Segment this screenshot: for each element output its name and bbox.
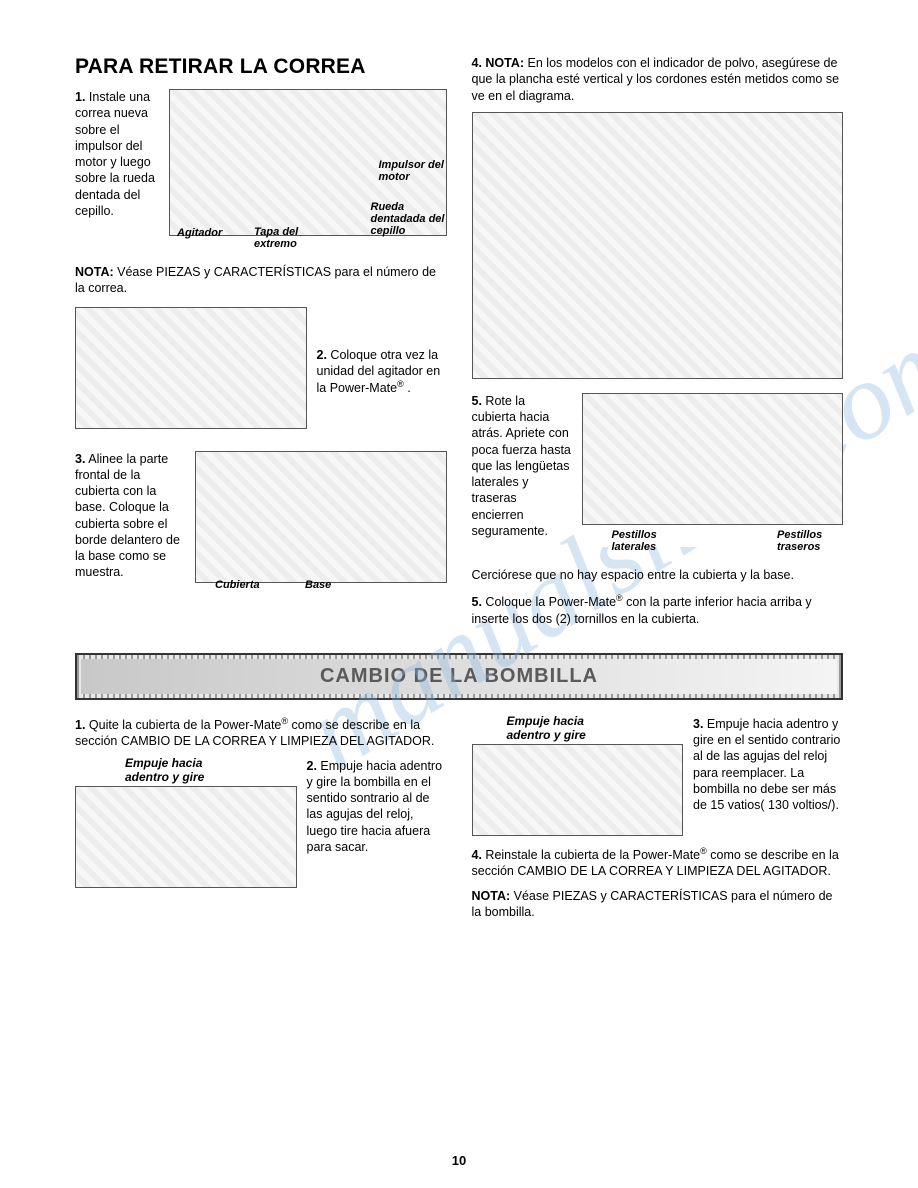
- step2-row: 2. Coloque otra vez la unidad del agitad…: [75, 307, 447, 429]
- step1-text: 1. Instale una correa nueva sobre el imp…: [75, 89, 159, 236]
- bl-fig-label: Empuje hacia adentro y gire: [125, 756, 235, 784]
- figure-3-art: [195, 451, 447, 583]
- manual-page: manualsline.com PARA RETIRAR LA CORREA 1…: [0, 0, 918, 1188]
- label-pestillos-tras: Pestillos traseros: [777, 529, 837, 553]
- step4-label: 4. NOTA:: [472, 56, 525, 70]
- figure-3: Cubierta Base: [195, 451, 447, 589]
- lower-left-column: 1. Quite la cubierta de la Power-Mate® c…: [75, 716, 447, 928]
- br-step4-pre: Reinstale la cubierta de la Power-Mate: [485, 848, 700, 862]
- bl-step2-text: 2. Empuje hacia adentro y gire la bombil…: [307, 758, 447, 888]
- figure-1: Impulsor del motor Rueda dentadada del c…: [169, 89, 447, 236]
- label-impulsor: Impulsor del motor: [379, 159, 449, 183]
- step2-tm: ®: [397, 379, 404, 389]
- label-tapa: Tapa del extremo: [254, 226, 316, 250]
- label-base: Base: [305, 579, 331, 591]
- br-note-label: NOTA:: [472, 889, 511, 903]
- step5b-tm: ®: [616, 593, 623, 603]
- step5a-text: 5. Rote la cubierta hacia atrás. Apriete…: [472, 393, 572, 547]
- label-pestillos-lat: Pestillos laterales: [612, 529, 672, 553]
- label-cubierta: Cubierta: [215, 579, 260, 591]
- br-step4: 4. Reinstale la cubierta de la Power-Mat…: [472, 846, 844, 880]
- bl-step1-pre: Quite la cubierta de la Power-Mate: [89, 718, 281, 732]
- page-number: 10: [0, 1153, 918, 1168]
- heading-remove-belt: PARA RETIRAR LA CORREA: [75, 55, 447, 79]
- step2-text: 2. Coloque otra vez la unidad del agitad…: [317, 307, 447, 429]
- step1-row: 1. Instale una correa nueva sobre el imp…: [75, 89, 447, 236]
- br-note: NOTA: Véase PIEZAS y CARACTERÍSTICAS par…: [472, 888, 844, 921]
- figure-bl-art: [75, 786, 297, 888]
- step3-body: Alinee la parte frontal de la cubierta c…: [75, 452, 180, 580]
- figure-2-art: [75, 307, 307, 429]
- step2-end: .: [404, 381, 411, 395]
- step5b: 5. Coloque la Power-Mate® con la parte i…: [472, 593, 844, 627]
- bl-step2-row: Empuje hacia adentro y gire 2. Empuje ha…: [75, 758, 447, 888]
- br-step4-tm: ®: [700, 846, 707, 856]
- lower-right-column: Empuje hacia adentro y gire 3. Empuje ha…: [472, 716, 844, 928]
- banner-title: CAMBIO DE LA BOMBILLA: [81, 659, 837, 694]
- figure-5: Pestillos laterales Pestillos traseros: [582, 393, 844, 547]
- step4: 4. NOTA: En los modelos con el indicador…: [472, 55, 844, 104]
- br-note-body: Véase PIEZAS y CARACTERÍSTICAS para el n…: [472, 889, 833, 919]
- br-step3-body: Empuje hacia adentro y gire en el sentid…: [693, 717, 840, 812]
- figure-5-art: [582, 393, 844, 525]
- step5a-row: 5. Rote la cubierta hacia atrás. Apriete…: [472, 393, 844, 547]
- br-step3-row: Empuje hacia adentro y gire 3. Empuje ha…: [472, 716, 844, 836]
- step3-text: 3. Alinee la parte frontal de la cubiert…: [75, 451, 185, 589]
- figure-br: Empuje hacia adentro y gire: [472, 716, 684, 836]
- br-fig-label: Empuje hacia adentro y gire: [507, 714, 617, 742]
- figure-4-art: [472, 112, 844, 379]
- step1-body: Instale una correa nueva sobre el impuls…: [75, 90, 155, 218]
- label-rueda: Rueda dentadada del cepillo: [371, 201, 449, 237]
- bl-step1: 1. Quite la cubierta de la Power-Mate® c…: [75, 716, 447, 750]
- figure-bl: Empuje hacia adentro y gire: [75, 758, 297, 888]
- right-column: 4. NOTA: En los modelos con el indicador…: [472, 55, 844, 635]
- figure-br-art: [472, 744, 684, 836]
- note1-body: Véase PIEZAS y CARACTERÍSTICAS para el n…: [75, 265, 436, 295]
- upper-columns: PARA RETIRAR LA CORREA 1. Instale una co…: [75, 55, 843, 635]
- section-banner: CAMBIO DE LA BOMBILLA: [75, 653, 843, 700]
- figure-4: [472, 112, 844, 379]
- step5b-pre: Coloque la Power-Mate: [485, 595, 616, 609]
- step3-row: 3. Alinee la parte frontal de la cubiert…: [75, 451, 447, 589]
- step2-body: Coloque otra vez la unidad del agitador …: [317, 348, 441, 396]
- label-agitador: Agitador: [177, 227, 222, 239]
- bl-step2-body: Empuje hacia adentro y gire la bombilla …: [307, 759, 443, 854]
- left-column: PARA RETIRAR LA CORREA 1. Instale una co…: [75, 55, 447, 635]
- note-1: NOTA: Véase PIEZAS y CARACTERÍSTICAS par…: [75, 264, 447, 297]
- step4-body: En los modelos con el indicador de polvo…: [472, 56, 840, 103]
- note1-label: NOTA:: [75, 265, 114, 279]
- br-step3-text: 3. Empuje hacia adentro y gire en el sen…: [693, 716, 843, 836]
- lower-columns: 1. Quite la cubierta de la Power-Mate® c…: [75, 716, 843, 928]
- step5a-body: Rote la cubierta hacia atrás. Apriete co…: [472, 394, 571, 538]
- figure-2: [75, 307, 307, 429]
- cerc-text: Cerciórese que no hay espacio entre la c…: [472, 567, 844, 583]
